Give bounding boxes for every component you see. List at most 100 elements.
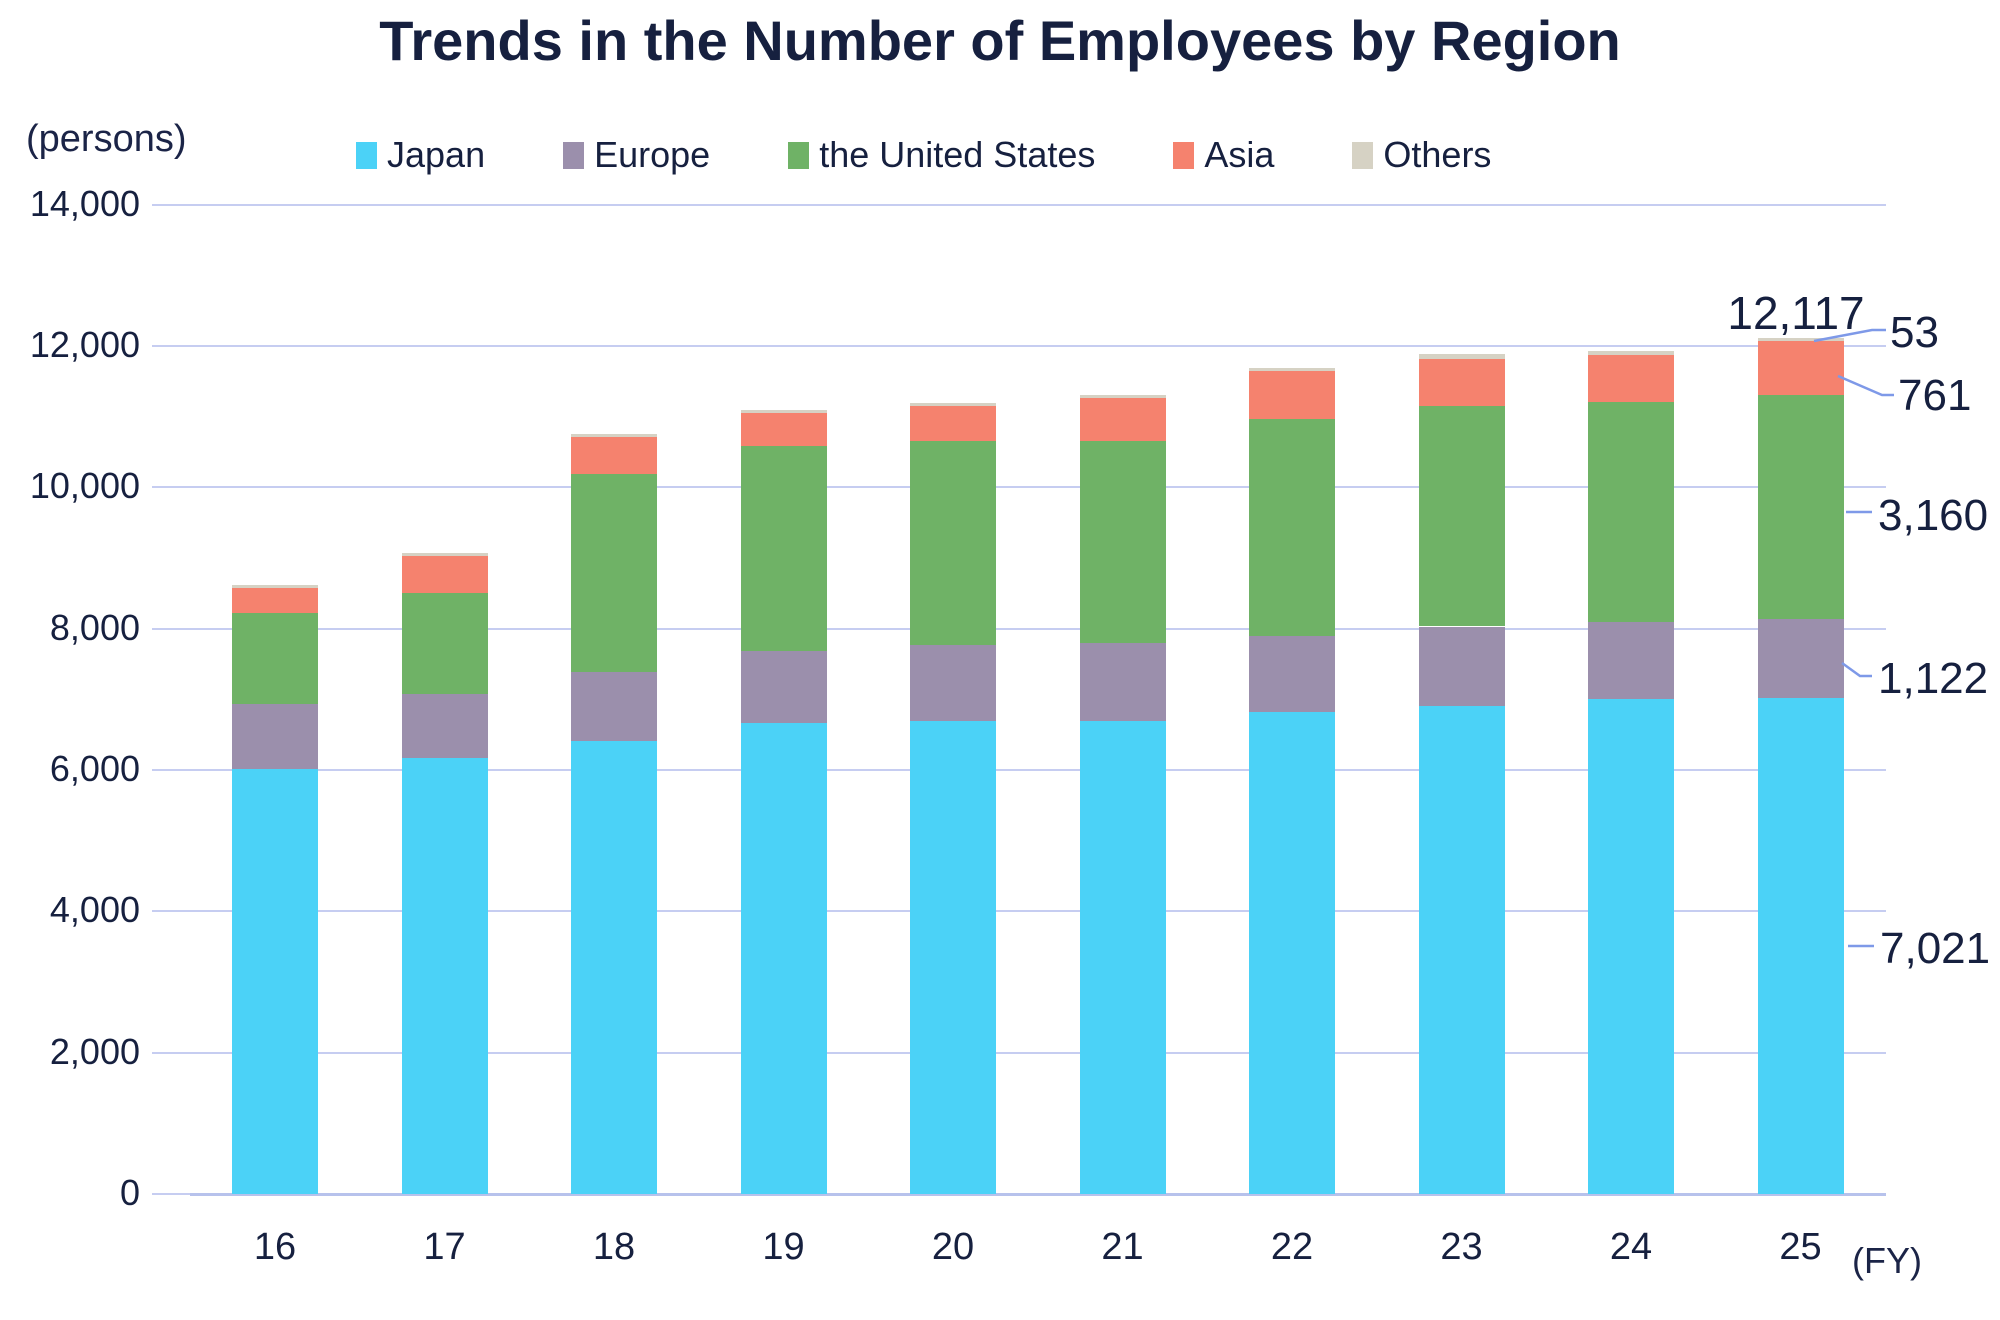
bar-segment-japan-fy22 xyxy=(1249,712,1335,1194)
bar-segment-others-fy23 xyxy=(1418,354,1505,360)
bar-segment-asia-fy18 xyxy=(571,437,657,475)
bar-segment-japan-fy21 xyxy=(1079,720,1166,1194)
bar-segment-the-united-states-fy16 xyxy=(232,612,318,704)
bar-segment-the-united-states-fy22 xyxy=(1249,418,1335,637)
bar-segment-others-fy24 xyxy=(1588,351,1674,356)
bar-segment-the-united-states-fy17 xyxy=(401,593,488,694)
y-axis-tick-0 xyxy=(152,1193,190,1195)
bar-segment-japan-fy25 xyxy=(1757,697,1844,1194)
y-axis-label-4000: 4,000 xyxy=(49,889,140,931)
y-axis-tick-2000 xyxy=(152,1051,190,1054)
annotation-others-fy25: 53 xyxy=(1890,308,1939,357)
legend-label: Others xyxy=(1383,134,1492,175)
bar-segment-japan-fy17 xyxy=(401,758,488,1194)
x-axis-unit-label: (FY) xyxy=(1852,1240,1922,1281)
legend-item-europe: Europe xyxy=(563,134,710,176)
y-axis-tick-12000 xyxy=(152,344,190,347)
bar-segment-europe-fy21 xyxy=(1079,642,1166,721)
gridline-0 xyxy=(190,1193,1886,1196)
annotation-japan-fy25: 7,021 xyxy=(1880,924,1991,973)
bar-segment-asia-fy22 xyxy=(1249,370,1335,419)
x-axis-label-fy21: 21 xyxy=(1101,1226,1144,1268)
bar-segment-europe-fy16 xyxy=(232,703,318,769)
y-axis-tick-6000 xyxy=(152,768,190,771)
y-axis-label-14000: 14,000 xyxy=(29,182,140,224)
legend-swatch-icon xyxy=(1173,141,1195,169)
x-axis-label-fy19: 19 xyxy=(762,1226,805,1268)
y-axis-tick-4000 xyxy=(152,910,190,913)
bar-segment-others-fy17 xyxy=(401,553,488,556)
legend-item-others: Others xyxy=(1352,134,1491,176)
x-axis-label-fy18: 18 xyxy=(592,1226,636,1268)
y-axis-tick-8000 xyxy=(152,627,190,630)
bar-segment-the-united-states-fy25 xyxy=(1757,395,1844,619)
bar-segment-japan-fy16 xyxy=(232,768,318,1194)
x-axis-label-fy16: 16 xyxy=(253,1226,297,1268)
y-axis-tick-10000 xyxy=(152,486,190,489)
bar-segment-europe-fy18 xyxy=(571,672,657,741)
legend-swatch-icon xyxy=(1352,141,1374,169)
bar-segment-europe-fy20 xyxy=(910,644,996,722)
bar-segment-the-united-states-fy18 xyxy=(571,474,657,673)
gridline-8000 xyxy=(190,627,1886,630)
y-axis-label-0: 0 xyxy=(119,1172,140,1213)
x-axis-label-fy24: 24 xyxy=(1609,1226,1653,1268)
gridline-4000 xyxy=(190,910,1886,913)
bar-segment-others-fy25 xyxy=(1757,337,1844,342)
bar-segment-the-united-states-fy19 xyxy=(740,446,827,651)
bar-segment-asia-fy20 xyxy=(910,406,996,442)
legend-swatch-icon xyxy=(563,141,585,169)
bar-segment-the-united-states-fy20 xyxy=(910,441,996,645)
y-axis-label-8000: 8,000 xyxy=(49,606,140,648)
y-axis-tick-14000 xyxy=(152,203,190,206)
x-axis-label-fy23: 23 xyxy=(1440,1226,1483,1268)
annotation-asia-fy25: 761 xyxy=(1898,371,1972,420)
bar-segment-the-united-states-fy24 xyxy=(1588,402,1674,622)
bar-segment-europe-fy23 xyxy=(1418,626,1505,707)
bar-segment-europe-fy24 xyxy=(1588,621,1674,699)
bar-segment-japan-fy19 xyxy=(740,723,827,1194)
bar-segment-others-fy16 xyxy=(232,585,318,588)
chart-title: Trends in the Number of Employees by Reg… xyxy=(379,9,1621,72)
y-axis-label-10000: 10,000 xyxy=(29,465,140,507)
bar-segment-others-fy20 xyxy=(910,403,996,406)
gridline-12000 xyxy=(190,344,1886,347)
gridline-14000 xyxy=(190,203,1886,206)
legend-label: Europe xyxy=(594,134,711,175)
leader-line-asia xyxy=(1837,374,1894,397)
legend-swatch-icon xyxy=(356,141,377,169)
bar-segment-the-united-states-fy23 xyxy=(1418,406,1505,627)
annotation-total-fy25: 12,117 xyxy=(1727,287,1865,339)
bar-segment-japan-fy18 xyxy=(571,740,657,1194)
bar-segment-others-fy19 xyxy=(740,410,827,414)
gridline-6000 xyxy=(190,768,1886,771)
legend-label: Japan xyxy=(387,134,486,175)
x-axis-label-fy25: 25 xyxy=(1779,1226,1822,1268)
bar-segment-asia-fy25 xyxy=(1757,341,1844,396)
bar-segment-asia-fy24 xyxy=(1588,355,1674,403)
bar-segment-others-fy18 xyxy=(571,434,657,438)
gridline-2000 xyxy=(190,1051,1886,1054)
bar-segment-asia-fy16 xyxy=(232,587,318,613)
bar-segment-europe-fy17 xyxy=(401,693,488,759)
annotation-united-states-fy25: 3,160 xyxy=(1878,491,1989,540)
bar-segment-asia-fy23 xyxy=(1418,359,1505,406)
annotation-europe-fy25: 1,122 xyxy=(1878,654,1989,703)
gridline-10000 xyxy=(190,486,1886,489)
bar-segment-others-fy22 xyxy=(1249,367,1335,371)
legend: Japan Europe the United States Asia Others xyxy=(356,134,1491,176)
bar-segment-others-fy21 xyxy=(1079,395,1166,399)
bar-segment-asia-fy21 xyxy=(1079,398,1166,442)
bar-segment-japan-fy20 xyxy=(910,721,996,1194)
y-axis-label-6000: 6,000 xyxy=(49,747,140,789)
bar-segment-the-united-states-fy21 xyxy=(1079,441,1166,643)
legend-item-the-united-states: the United States xyxy=(788,134,1095,176)
bar-segment-europe-fy22 xyxy=(1249,636,1335,712)
leader-line-europe xyxy=(1841,661,1872,678)
y-axis-label-2000: 2,000 xyxy=(49,1030,140,1072)
x-axis-label-fy22: 22 xyxy=(1270,1226,1314,1268)
x-axis-label-fy17: 17 xyxy=(423,1226,466,1268)
legend-label: the United States xyxy=(819,134,1096,175)
bar-segment-europe-fy19 xyxy=(740,650,827,724)
